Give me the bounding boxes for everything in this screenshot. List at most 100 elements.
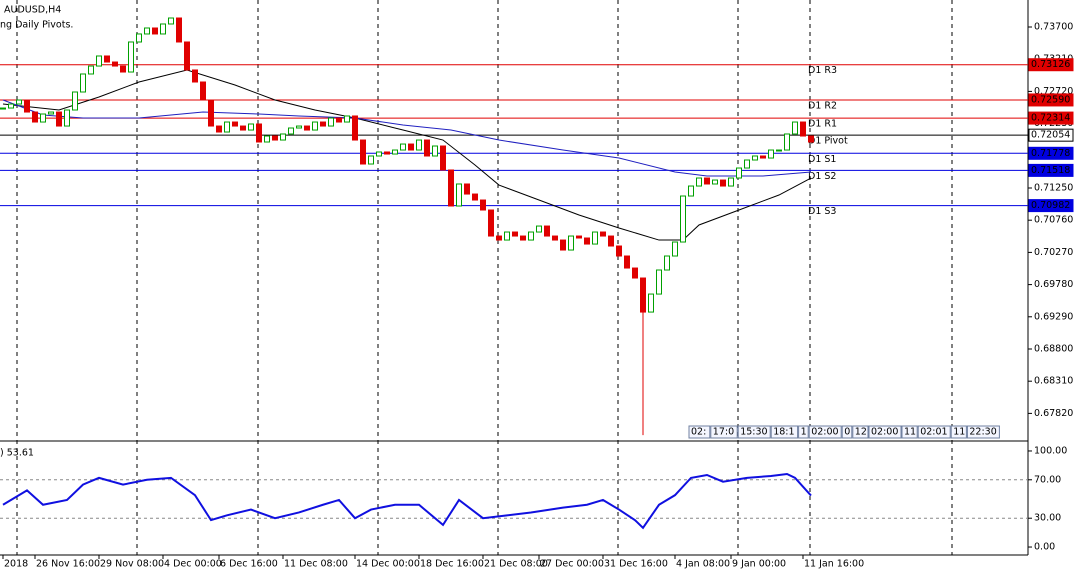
candle-body (320, 121, 326, 127)
candle-body (520, 235, 526, 241)
x-tick-label: 14 Dec 00:00 (356, 559, 420, 570)
pivot-name: D1 S3 (808, 206, 836, 217)
candle-body (440, 145, 446, 171)
candle-body (528, 231, 534, 241)
pivot-value-label: 0.73126 (1031, 59, 1070, 70)
pivot-name: D1 R2 (808, 100, 837, 111)
candle-body (168, 17, 174, 25)
candle-body (464, 183, 470, 195)
candle-body (400, 143, 406, 151)
candle-body (808, 135, 814, 143)
pivot-value-label: 0.72590 (1031, 94, 1070, 105)
x-tick-label: 4 Dec 00:00 (164, 559, 222, 570)
candle-body (432, 145, 438, 157)
time-box (798, 425, 809, 439)
candle-body (24, 99, 30, 113)
candle-body (152, 27, 158, 35)
candle-body (88, 65, 94, 75)
candle-body (128, 41, 134, 73)
candle-body (56, 111, 62, 127)
pivot-value-label: 0.70982 (1031, 200, 1070, 211)
candle-body (296, 125, 302, 129)
moving-average (2, 69, 812, 241)
candle-body (608, 235, 614, 247)
candle-body (760, 155, 766, 159)
osc-y-tick-label: 0.00 (1034, 542, 1055, 553)
pivot-name: D1 R3 (808, 65, 837, 76)
candle-body (0, 107, 6, 110)
candle-body (336, 117, 342, 123)
candle-body (200, 81, 206, 101)
candle-body (736, 167, 742, 179)
time-box (966, 425, 1000, 439)
candle-body (776, 149, 782, 152)
candle-body (472, 193, 478, 201)
time-box-label: 02:00 (811, 427, 838, 438)
candle-body (344, 115, 350, 123)
candle-body (552, 235, 558, 241)
time-box (770, 425, 799, 439)
candle-body (48, 111, 54, 115)
candle-body (624, 255, 630, 269)
x-tick-label: 29 Nov 08:00 (100, 559, 164, 570)
x-tick-label: 11 Jan 16:00 (804, 559, 864, 570)
time-box (688, 425, 711, 439)
time-box (737, 425, 771, 439)
candle-body (96, 55, 102, 67)
candle-body (32, 111, 38, 123)
candle-body (640, 277, 646, 313)
time-box-label: 02:01 (920, 427, 947, 438)
pivot-value-label: 0.71518 (1031, 165, 1070, 176)
candle-body (496, 235, 502, 241)
candle-body (600, 231, 606, 237)
osc-y-tick-label: 70.00 (1034, 474, 1061, 485)
y-tick-label: 0.72720 (1034, 86, 1073, 97)
time-box-label: 18:1 (773, 427, 794, 438)
time-box (901, 425, 918, 439)
candle-body (224, 121, 230, 133)
candle-body (480, 199, 486, 211)
candle-body (192, 69, 198, 83)
pivot-name: D1 R1 (808, 119, 837, 130)
time-box-label: 1 (801, 427, 807, 438)
osc-y-tick-label: 100.00 (1034, 445, 1067, 456)
candle-body (40, 113, 46, 123)
x-tick-label: 9 Jan 00:00 (732, 559, 786, 570)
candle-body (160, 23, 166, 35)
oscillator-line (2, 472, 812, 530)
y-tick-label: 0.68800 (1034, 343, 1073, 354)
candle-body (176, 17, 182, 43)
time-box (852, 425, 869, 439)
y-tick-label: 0.70760 (1034, 215, 1073, 226)
candle-body (544, 225, 550, 237)
candle-body (632, 267, 638, 279)
candle-body (592, 231, 598, 245)
candle-body (752, 155, 758, 161)
candle-body (280, 133, 286, 141)
candle-body (768, 149, 774, 159)
x-tick-label: 18 Dec 16:00 (420, 559, 484, 570)
pivot-value-box (1028, 128, 1074, 142)
candle-body (448, 169, 454, 207)
chart-title: AUDUSD,H4 (4, 5, 61, 16)
x-tick-label: 11 Dec 08:00 (284, 559, 348, 570)
pivot-value-label: 0.72054 (1031, 130, 1070, 141)
time-box-label: 02: (691, 427, 706, 438)
candle-body (784, 133, 790, 151)
y-tick-label: 0.71250 (1034, 182, 1073, 193)
y-tick-label: 0.68310 (1034, 376, 1073, 387)
x-tick-label: 26 Nov 16:00 (36, 559, 100, 570)
time-box (710, 425, 738, 439)
candle-body (136, 33, 142, 43)
candle-body (672, 241, 678, 257)
candle-body (64, 109, 70, 127)
pivot-value-box (1028, 58, 1074, 72)
candle-body (568, 235, 574, 251)
candle-body (216, 125, 222, 133)
candle-body (360, 139, 366, 165)
oscillator-label: ) 53.61 (0, 448, 34, 459)
candle-body (352, 115, 358, 141)
x-tick-label: 4 Jan 08:00 (676, 559, 730, 570)
time-box (868, 425, 902, 439)
